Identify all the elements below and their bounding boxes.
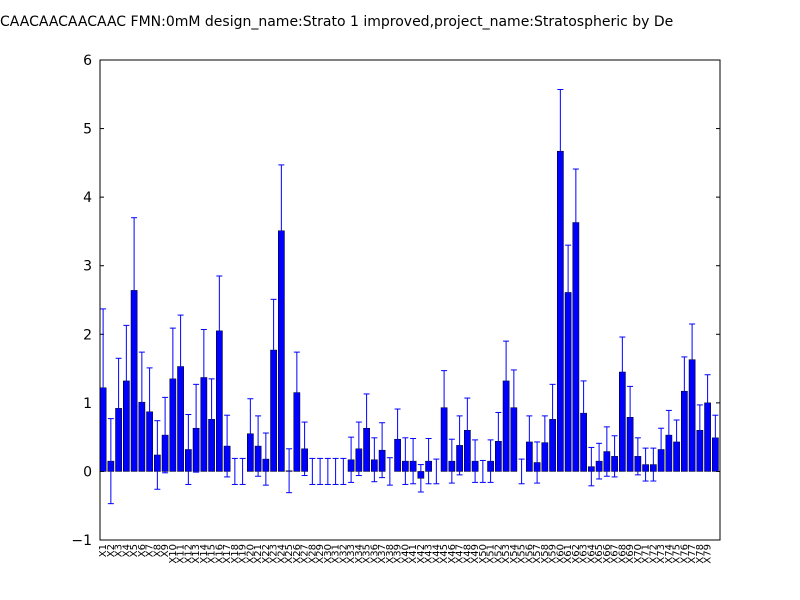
x-tick-label: X35	[362, 544, 373, 564]
x-tick-label: X34	[354, 544, 365, 564]
x-tick-label: X62	[571, 544, 582, 564]
x-tick-label: X48	[462, 544, 473, 564]
x-tick-label: X12	[183, 544, 194, 564]
x-tick-label: X67	[610, 544, 621, 564]
x-tick-label: X1	[98, 544, 109, 557]
x-tick-label: X6	[137, 544, 148, 557]
x-tick-label: X58	[540, 544, 551, 564]
x-tick-label: X8	[152, 544, 163, 557]
x-tick-label: X78	[695, 544, 706, 564]
x-tick-label: X68	[617, 544, 628, 564]
x-tick-label: X23	[269, 544, 280, 564]
x-tick-label: X17	[222, 544, 233, 564]
x-tick-label: X20	[245, 544, 256, 564]
x-tick-label: X33	[346, 544, 357, 564]
x-tick-label: X79	[703, 544, 714, 564]
x-tick-label: X38	[385, 544, 396, 564]
x-tick-label: X66	[602, 544, 613, 564]
y-tick-label: 1	[83, 396, 92, 412]
chart-title: CAACAACAACAAC FMN:0mM design_name:Strato…	[0, 14, 673, 30]
x-tick-label: X13	[191, 544, 202, 564]
x-tick-label: X14	[199, 544, 210, 564]
x-tick-label: X76	[679, 544, 690, 564]
y-tick-label: 4	[83, 190, 92, 206]
x-tick-label: X2	[106, 544, 117, 557]
x-tick-label: X28	[307, 544, 318, 564]
x-tick-label: X73	[656, 544, 667, 564]
x-tick-label: X30	[323, 544, 334, 564]
x-tick-label: X72	[648, 544, 659, 564]
x-tick-label: X42	[416, 544, 427, 564]
y-tick-label: 3	[83, 259, 92, 275]
x-tick-label: X16	[214, 544, 225, 564]
x-tick-label: X41	[408, 544, 419, 564]
x-tick-label: X22	[261, 544, 272, 564]
x-tick-label: X70	[633, 544, 644, 564]
x-tick-label: X27	[300, 544, 311, 564]
x-tick-label: X57	[532, 544, 543, 564]
y-tick-label: 0	[83, 464, 92, 480]
x-tick-label: X64	[586, 544, 597, 564]
x-tick-label: X47	[455, 544, 466, 564]
x-tick-label: X15	[207, 544, 218, 564]
x-tick-label: X3	[114, 544, 125, 557]
x-tick-label: X60	[555, 544, 566, 564]
x-tick-label: X18	[230, 544, 241, 564]
x-tick-label: X39	[393, 544, 404, 564]
x-tick-label: X10	[168, 544, 179, 564]
y-tick-label: 6	[83, 53, 92, 69]
plot-frame	[99, 59, 721, 541]
x-tick-label: X37	[377, 544, 388, 564]
x-tick-label: X50	[478, 544, 489, 564]
x-tick-label: X31	[331, 544, 342, 564]
x-tick-label: X44	[431, 544, 442, 564]
x-tick-label: X59	[548, 544, 559, 564]
x-tick-label: X61	[563, 544, 574, 564]
x-tick-label: X63	[579, 544, 590, 564]
x-tick-label: X71	[641, 544, 652, 564]
x-tick-label: X7	[145, 544, 156, 557]
x-tick-label: X65	[594, 544, 605, 564]
x-tick-label: X21	[253, 544, 264, 564]
x-tick-label: X55	[517, 544, 528, 564]
x-tick-label: X36	[369, 544, 380, 564]
y-tick-label: 2	[83, 327, 92, 343]
x-tick-label: X75	[672, 544, 683, 564]
x-tick-label: X56	[524, 544, 535, 564]
x-tick-label: X43	[424, 544, 435, 564]
y-tick-label: 5	[83, 122, 92, 138]
x-tick-label: X46	[447, 544, 458, 564]
x-tick-label: X4	[121, 544, 132, 557]
x-tick-label: X19	[238, 544, 249, 564]
y-tick-label: −1	[71, 533, 92, 549]
x-tick-label: X9	[160, 544, 171, 557]
x-tick-label: X24	[276, 544, 287, 564]
x-tick-label: X26	[292, 544, 303, 564]
x-tick-label: X40	[400, 544, 411, 564]
x-tick-label: X25	[284, 544, 295, 564]
x-tick-label: X45	[439, 544, 450, 564]
x-tick-label: X74	[664, 544, 675, 564]
x-tick-label: X32	[338, 544, 349, 564]
x-tick-label: X51	[486, 544, 497, 564]
x-tick-label: X52	[493, 544, 504, 564]
x-tick-label: X69	[625, 544, 636, 564]
x-tick-label: X54	[509, 544, 520, 564]
x-tick-label: X49	[470, 544, 481, 564]
x-tick-label: X11	[176, 544, 187, 564]
x-tick-label: X29	[315, 544, 326, 564]
x-tick-label: X5	[129, 544, 140, 557]
x-tick-label: X53	[501, 544, 512, 564]
x-tick-label: X77	[687, 544, 698, 564]
